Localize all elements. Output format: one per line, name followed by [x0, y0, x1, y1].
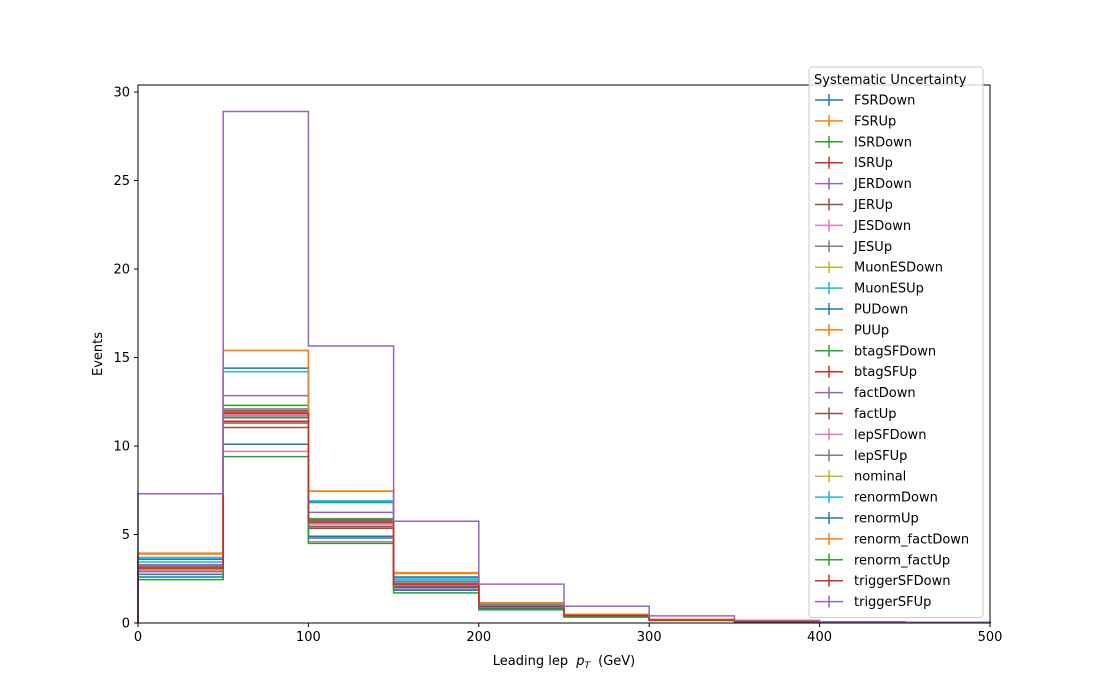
- y-tick-label: 15: [113, 351, 130, 366]
- y-tick-label: 10: [113, 440, 130, 455]
- legend-label: PUDown: [854, 303, 908, 318]
- legend: Systematic Uncertainty FSRDown FSRUp ISRDow…: [808, 66, 984, 618]
- y-axis-label: Events: [91, 332, 106, 376]
- x-axis-ticks: 0 100 200 300 400 500: [134, 623, 1003, 645]
- legend-label: triggerSFDown: [854, 574, 950, 589]
- legend-label: JERUp: [853, 198, 893, 213]
- x-tick-label: 200: [466, 630, 491, 645]
- y-tick-label: 20: [113, 263, 130, 278]
- x-tick-label: 300: [637, 630, 662, 645]
- legend-label: FSRDown: [854, 94, 915, 109]
- legend-label: triggerSFUp: [854, 595, 931, 610]
- x-tick-label: 0: [134, 630, 142, 645]
- legend-label: PUUp: [854, 323, 889, 338]
- y-axis-ticks: 0 5 10 15 20 25 30: [113, 86, 138, 632]
- plot-frame: [137, 84, 991, 624]
- x-tick-label: 400: [807, 630, 832, 645]
- x-axis-label-math: p: [575, 654, 584, 669]
- legend-label: factUp: [854, 407, 897, 422]
- legend-label: lepSFDown: [854, 428, 926, 443]
- legend-label: MuonESUp: [854, 282, 924, 297]
- x-tick-label: 500: [978, 630, 1003, 645]
- legend-label: JESDown: [853, 219, 911, 234]
- y-tick-label: 30: [113, 86, 130, 101]
- x-axis-label-subscript: T: [584, 661, 591, 671]
- legend-label: renormUp: [854, 512, 919, 527]
- legend-label: btagSFUp: [854, 365, 917, 380]
- legend-box: [808, 66, 984, 618]
- legend-label: FSRUp: [854, 114, 896, 129]
- legend-label: lepSFUp: [854, 449, 907, 464]
- legend-title: Systematic Uncertainty: [814, 73, 967, 88]
- legend-label: btagSFDown: [854, 344, 936, 359]
- legend-label: renorm_factDown: [854, 532, 969, 547]
- legend-label: ISRDown: [854, 135, 912, 150]
- series-step-triggerSFUp: [137, 110, 991, 624]
- legend-label: factDown: [854, 386, 916, 401]
- x-axis-label: Leading lep pT (GeV): [493, 654, 635, 672]
- legend-label: MuonESDown: [854, 261, 943, 276]
- plot-series-group: [137, 110, 991, 624]
- legend-label: ISRUp: [854, 156, 893, 171]
- legend-label: nominal: [854, 470, 906, 485]
- legend-label: renormDown: [854, 491, 938, 506]
- x-axis-label-unit: (GeV): [598, 654, 635, 669]
- x-tick-label: 100: [296, 630, 321, 645]
- y-tick-label: 0: [122, 617, 130, 632]
- y-tick-label: 5: [122, 528, 130, 543]
- x-axis-label-text: Leading lep: [493, 654, 568, 669]
- legend-label: JESUp: [853, 240, 892, 255]
- legend-label: JERDown: [853, 177, 912, 192]
- legend-label: renorm_factUp: [854, 553, 950, 568]
- y-tick-label: 25: [113, 174, 130, 189]
